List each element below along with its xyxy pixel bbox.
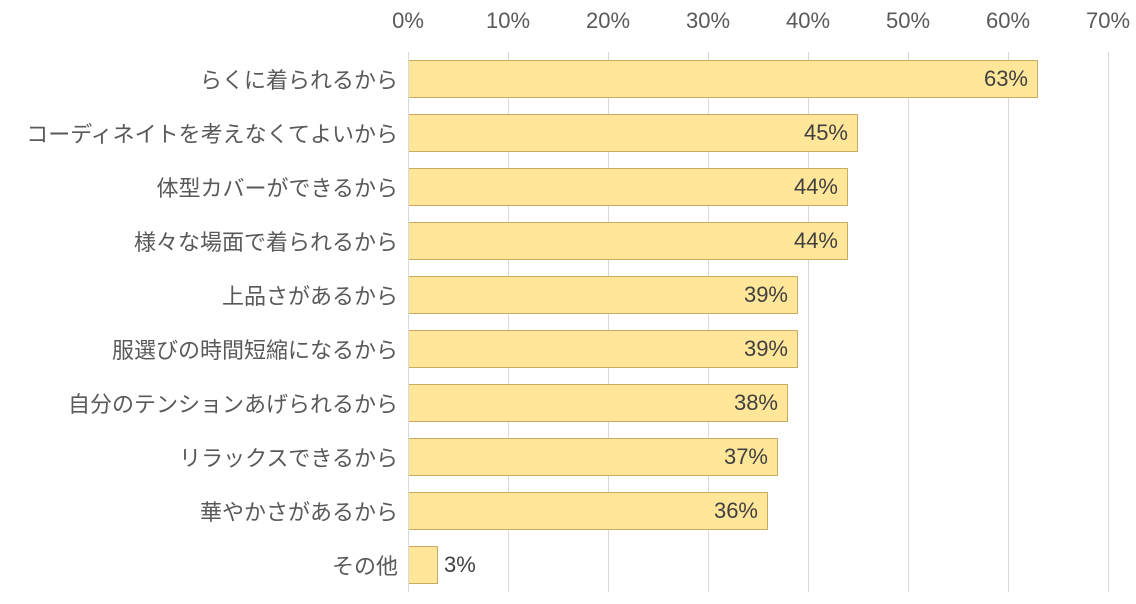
x-tick-label: 10% <box>486 8 530 34</box>
gridline <box>1108 52 1109 592</box>
bar <box>408 384 788 422</box>
bar <box>408 276 798 314</box>
bar <box>408 330 798 368</box>
bar-row: 華やかさがあるから36% <box>408 484 1108 538</box>
bar-row: 体型カバーができるから44% <box>408 160 1108 214</box>
category-label: 華やかさがあるから <box>200 495 408 527</box>
value-label: 36% <box>714 498 758 524</box>
value-label: 39% <box>744 282 788 308</box>
value-label: 39% <box>744 336 788 362</box>
category-label: コーディネイトを考えなくてよいから <box>26 117 408 149</box>
bar-row: 服選びの時間短縮になるから39% <box>408 322 1108 376</box>
value-label: 44% <box>794 174 838 200</box>
value-label: 45% <box>804 120 848 146</box>
category-label: 体型カバーができるから <box>156 171 408 203</box>
bar-row: 自分のテンションあげられるから38% <box>408 376 1108 430</box>
category-label: 自分のテンションあげられるから <box>68 387 408 419</box>
category-label: その他 <box>332 549 408 581</box>
bar <box>408 60 1038 98</box>
x-tick-label: 20% <box>586 8 630 34</box>
value-label: 44% <box>794 228 838 254</box>
x-tick-label: 30% <box>686 8 730 34</box>
bar-chart: 0%10%20%30%40%50%60%70%らくに着られるから63%コーディネ… <box>0 0 1136 604</box>
bar <box>408 546 438 584</box>
bar-row: リラックスできるから37% <box>408 430 1108 484</box>
bar-row: 上品さがあるから39% <box>408 268 1108 322</box>
bar-row: コーディネイトを考えなくてよいから45% <box>408 106 1108 160</box>
category-label: 様々な場面で着られるから <box>134 225 408 257</box>
x-tick-label: 40% <box>786 8 830 34</box>
category-label: 服選びの時間短縮になるから <box>112 333 408 365</box>
bar-row: その他3% <box>408 538 1108 592</box>
x-tick-label: 50% <box>886 8 930 34</box>
category-label: らくに着られるから <box>200 63 408 95</box>
plot-area: 0%10%20%30%40%50%60%70%らくに着られるから63%コーディネ… <box>408 52 1108 592</box>
value-label: 3% <box>444 552 476 578</box>
bar-row: らくに着られるから63% <box>408 52 1108 106</box>
bar-row: 様々な場面で着られるから44% <box>408 214 1108 268</box>
category-label: 上品さがあるから <box>222 279 408 311</box>
x-tick-label: 0% <box>392 8 424 34</box>
x-tick-label: 60% <box>986 8 1030 34</box>
bar <box>408 114 858 152</box>
bar <box>408 438 778 476</box>
bar <box>408 168 848 206</box>
value-label: 38% <box>734 390 778 416</box>
value-label: 63% <box>984 66 1028 92</box>
bar <box>408 222 848 260</box>
value-label: 37% <box>724 444 768 470</box>
category-label: リラックスできるから <box>179 441 408 473</box>
x-tick-label: 70% <box>1086 8 1130 34</box>
y-axis-line <box>408 52 409 592</box>
